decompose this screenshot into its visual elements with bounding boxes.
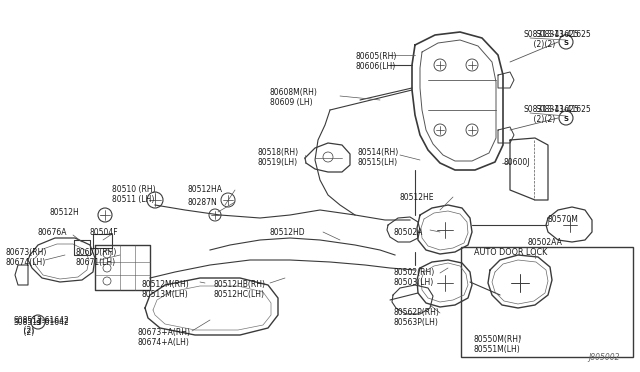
Text: J805002: J805002 [589,353,620,362]
Text: 80673(RH)
80674(LH): 80673(RH) 80674(LH) [5,248,46,267]
Text: S08313-41625
    (2): S08313-41625 (2) [524,30,580,49]
Text: AUTO DOOR LOCK: AUTO DOOR LOCK [474,248,547,257]
Text: S: S [563,40,568,46]
Text: 80600J: 80600J [504,158,531,167]
Text: 80512M(RH)
80513M(LH): 80512M(RH) 80513M(LH) [142,280,189,299]
Text: 80673+A(RH)
80674+A(LH): 80673+A(RH) 80674+A(LH) [138,328,191,347]
Text: 80287N: 80287N [188,198,218,207]
Text: 80676A: 80676A [38,228,67,237]
Text: S: S [35,320,40,326]
Text: S08513-61642
    (2): S08513-61642 (2) [14,318,70,337]
Text: 80670(RH)
80671(LH): 80670(RH) 80671(LH) [76,248,117,267]
Text: 80502A: 80502A [393,228,422,237]
Text: 80512HA: 80512HA [188,185,223,194]
Text: 80502(RH)
80503(LH): 80502(RH) 80503(LH) [393,268,435,288]
Text: 80570M: 80570M [548,215,579,224]
Text: 80504F: 80504F [90,228,118,237]
Text: 80562P(RH)
80563P(LH): 80562P(RH) 80563P(LH) [393,308,439,327]
Text: 80502AA: 80502AA [528,238,563,247]
Text: S08313-41625
    (2): S08313-41625 (2) [524,105,580,124]
Text: 80510 (RH)
80511 (LH): 80510 (RH) 80511 (LH) [112,185,156,204]
Text: 80605(RH)
80606(LH): 80605(RH) 80606(LH) [355,52,396,71]
Text: S08513-61642
    (2): S08513-61642 (2) [14,316,70,336]
FancyBboxPatch shape [461,247,633,357]
Text: 80512HE: 80512HE [400,193,435,202]
Text: S08313-41625
    (2): S08313-41625 (2) [535,105,591,124]
Text: 80512HB(RH)
80512HC(LH): 80512HB(RH) 80512HC(LH) [213,280,265,299]
Text: S: S [563,116,568,122]
Text: 80550M(RH)
80551M(LH): 80550M(RH) 80551M(LH) [474,335,522,355]
Text: 80512HD: 80512HD [270,228,306,237]
Text: S08313-41625
    (2): S08313-41625 (2) [535,30,591,49]
Text: 80512H: 80512H [50,208,80,217]
Text: 80514(RH)
80515(LH): 80514(RH) 80515(LH) [357,148,398,167]
Text: 80608M(RH)
80609 (LH): 80608M(RH) 80609 (LH) [270,88,318,108]
Text: 80518(RH)
80519(LH): 80518(RH) 80519(LH) [258,148,299,167]
